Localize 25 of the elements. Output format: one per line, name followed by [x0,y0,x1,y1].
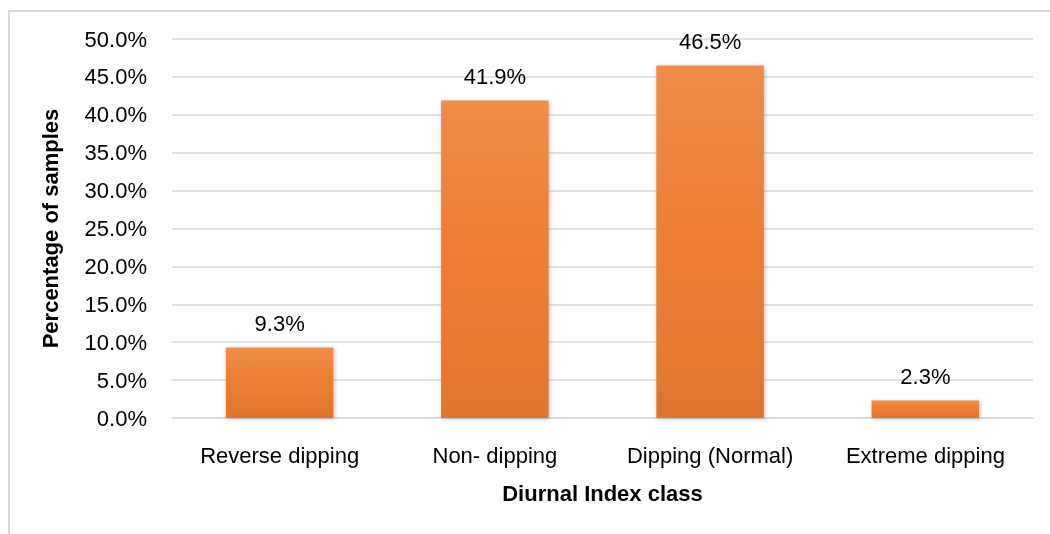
x-tick-label: Reverse dipping [200,442,360,468]
y-tick-label: 20.0% [84,253,147,279]
data-label: 46.5% [678,29,742,55]
bar [871,400,980,418]
bar [656,65,764,418]
y-tick-label: 10.0% [84,329,147,355]
data-label: 2.3% [900,364,951,390]
y-tick-label: 30.0% [84,178,147,204]
y-tick-label: 40.0% [84,102,147,128]
data-label: 41.9% [463,63,527,89]
y-tick-label: 50.0% [84,26,147,52]
x-tick-label: Dipping (Normal) [626,442,794,468]
x-axis-title: Diurnal Index class [502,480,703,506]
y-tick-label: 15.0% [84,291,147,317]
y-tick-label: 5.0% [96,367,147,393]
y-axis-title: Percentage of samples [37,108,63,349]
data-label: 9.3% [254,311,305,337]
y-tick-label: 0.0% [96,405,147,431]
bar [441,100,549,418]
x-tick-label: Non- dipping [432,442,558,468]
y-tick-label: 45.0% [84,64,147,90]
x-tick-label: Extreme dipping [845,442,1005,468]
bar [225,347,334,418]
y-tick-label: 25.0% [84,216,147,241]
y-tick-label: 35.0% [84,140,147,166]
